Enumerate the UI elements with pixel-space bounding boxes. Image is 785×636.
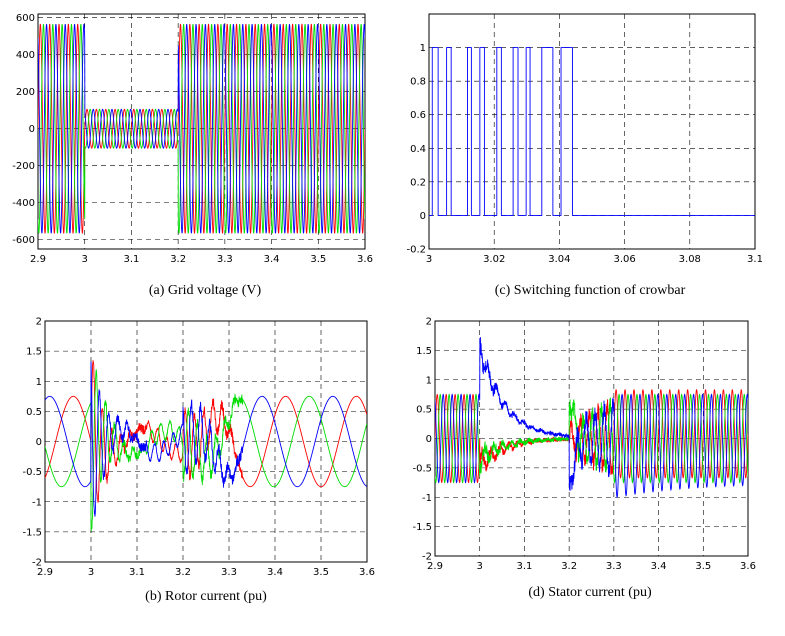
x-tick-label: 3.5 bbox=[695, 561, 711, 572]
x-tick-label: 3.4 bbox=[264, 254, 280, 265]
y-tick-label: 0 bbox=[426, 434, 432, 445]
x-tick-label: 3 bbox=[426, 254, 432, 265]
y-tick-label: 0.5 bbox=[26, 407, 42, 418]
x-tick-label: 2.9 bbox=[30, 254, 46, 265]
y-tick-label: -1.5 bbox=[22, 527, 42, 538]
x-tick-label: 3.2 bbox=[175, 567, 191, 578]
y-tick-label: 1 bbox=[426, 375, 432, 386]
y-tick-label: 0.2 bbox=[410, 177, 426, 188]
x-tick-label: 3.3 bbox=[217, 254, 233, 265]
x-tick-label: 2.9 bbox=[427, 561, 443, 572]
x-tick-label: 3.6 bbox=[359, 567, 375, 578]
x-tick-label: 3.5 bbox=[313, 567, 329, 578]
y-tick-label: 0.8 bbox=[410, 77, 426, 88]
chart-b: 2.9 3 3.1 3.2 3.3 3.4 3.5 3.6 2 1.5 1 0.5 0 -0.5 -1 -1.… bbox=[22, 317, 374, 605]
x-tick-label: 3 bbox=[82, 254, 88, 265]
chart-d: 2.9 3 3.1 3.2 3.3 3.4 3.5 3.6 2 1.5 1 0.5 0 -0.5 -1 -1.… bbox=[412, 317, 755, 601]
y-tick-label: 0.6 bbox=[410, 110, 426, 121]
caption-d: (d) Stator current (pu) bbox=[528, 585, 652, 600]
x-tick-label: 3.6 bbox=[357, 254, 373, 265]
y-tick-label: 2 bbox=[36, 317, 42, 328]
chart-a: 2.9 3 3.1 3.2 3.3 3.4 3.5 3.6 600 400 200 0 -200 -400… bbox=[12, 13, 373, 298]
y-tick-label: 0 bbox=[420, 211, 426, 222]
caption-b: (b) Rotor current (pu) bbox=[145, 589, 267, 604]
y-tick-label: -0.2 bbox=[406, 245, 426, 256]
x-tick-label: 3.2 bbox=[561, 561, 577, 572]
y-tick-label: 1.5 bbox=[26, 347, 42, 358]
x-tick-label: 3.08 bbox=[679, 254, 701, 265]
y-tick-label: 400 bbox=[16, 50, 35, 61]
x-tick-label: 3.5 bbox=[310, 254, 326, 265]
series-crowbar-switch bbox=[429, 47, 755, 216]
series-phase-c bbox=[38, 24, 365, 234]
x-tick-label: 3.1 bbox=[516, 561, 532, 572]
y-tick-label: 0 bbox=[36, 437, 42, 448]
y-tick-label: -600 bbox=[12, 235, 35, 246]
series-phase-b bbox=[45, 369, 367, 532]
y-tick-label: -1.5 bbox=[412, 522, 432, 533]
y-tick-label: -2 bbox=[32, 558, 42, 569]
y-tick-label: -400 bbox=[12, 198, 35, 209]
y-tick-label: 1.5 bbox=[416, 346, 432, 357]
plot-area bbox=[428, 13, 756, 250]
x-tick-label: 3.3 bbox=[606, 561, 622, 572]
y-tick-label: 1 bbox=[36, 377, 42, 388]
y-tick-label: 600 bbox=[16, 13, 35, 24]
caption-c: (c) Switching function of crowbar bbox=[495, 283, 686, 298]
y-tick-label: 1 bbox=[420, 43, 426, 54]
x-tick-label: 3.02 bbox=[483, 254, 505, 265]
x-tick-label: 3 bbox=[88, 567, 94, 578]
x-tick-label: 3.06 bbox=[613, 254, 635, 265]
y-tick-label: -2 bbox=[422, 552, 432, 563]
x-tick-label: 3.3 bbox=[221, 567, 237, 578]
y-tick-label: -1 bbox=[32, 497, 42, 508]
x-tick-label: 3.4 bbox=[267, 567, 283, 578]
series-phase-b bbox=[38, 24, 365, 234]
series-phase-c bbox=[435, 337, 748, 499]
series-phase-c bbox=[45, 361, 367, 517]
y-tick-label: 0 bbox=[29, 124, 35, 135]
x-tick-label: 3 bbox=[477, 561, 483, 572]
y-tick-label: 200 bbox=[16, 87, 35, 98]
y-tick-label: 2 bbox=[426, 317, 432, 328]
x-tick-label: 3.1 bbox=[747, 254, 763, 265]
y-tick-label: 0.4 bbox=[410, 144, 426, 155]
series-phase-b bbox=[435, 393, 748, 484]
y-tick-label: 0.5 bbox=[416, 405, 432, 416]
x-tick-label: 3.4 bbox=[651, 561, 667, 572]
y-tick-label: -0.5 bbox=[412, 463, 432, 474]
caption-a: (a) Grid voltage (V) bbox=[149, 283, 262, 298]
x-tick-label: 2.9 bbox=[37, 567, 53, 578]
y-tick-label: -200 bbox=[12, 161, 35, 172]
x-tick-label: 3.6 bbox=[740, 561, 756, 572]
series-phase-a bbox=[45, 360, 367, 503]
series-phase-a bbox=[435, 389, 748, 483]
x-tick-label: 3.2 bbox=[170, 254, 186, 265]
x-tick-label: 3.1 bbox=[129, 567, 145, 578]
series-phase-a bbox=[38, 23, 365, 234]
x-tick-label: 3.1 bbox=[123, 254, 139, 265]
y-tick-label: -0.5 bbox=[22, 467, 42, 478]
x-tick-label: 3.04 bbox=[548, 254, 570, 265]
chart-c: 3 3.02 3.04 3.06 3.08 3.1 1 0.8 0.6 0.4 0.2 0 -0.2 (c… bbox=[406, 13, 763, 298]
y-tick-label: -1 bbox=[422, 493, 432, 504]
